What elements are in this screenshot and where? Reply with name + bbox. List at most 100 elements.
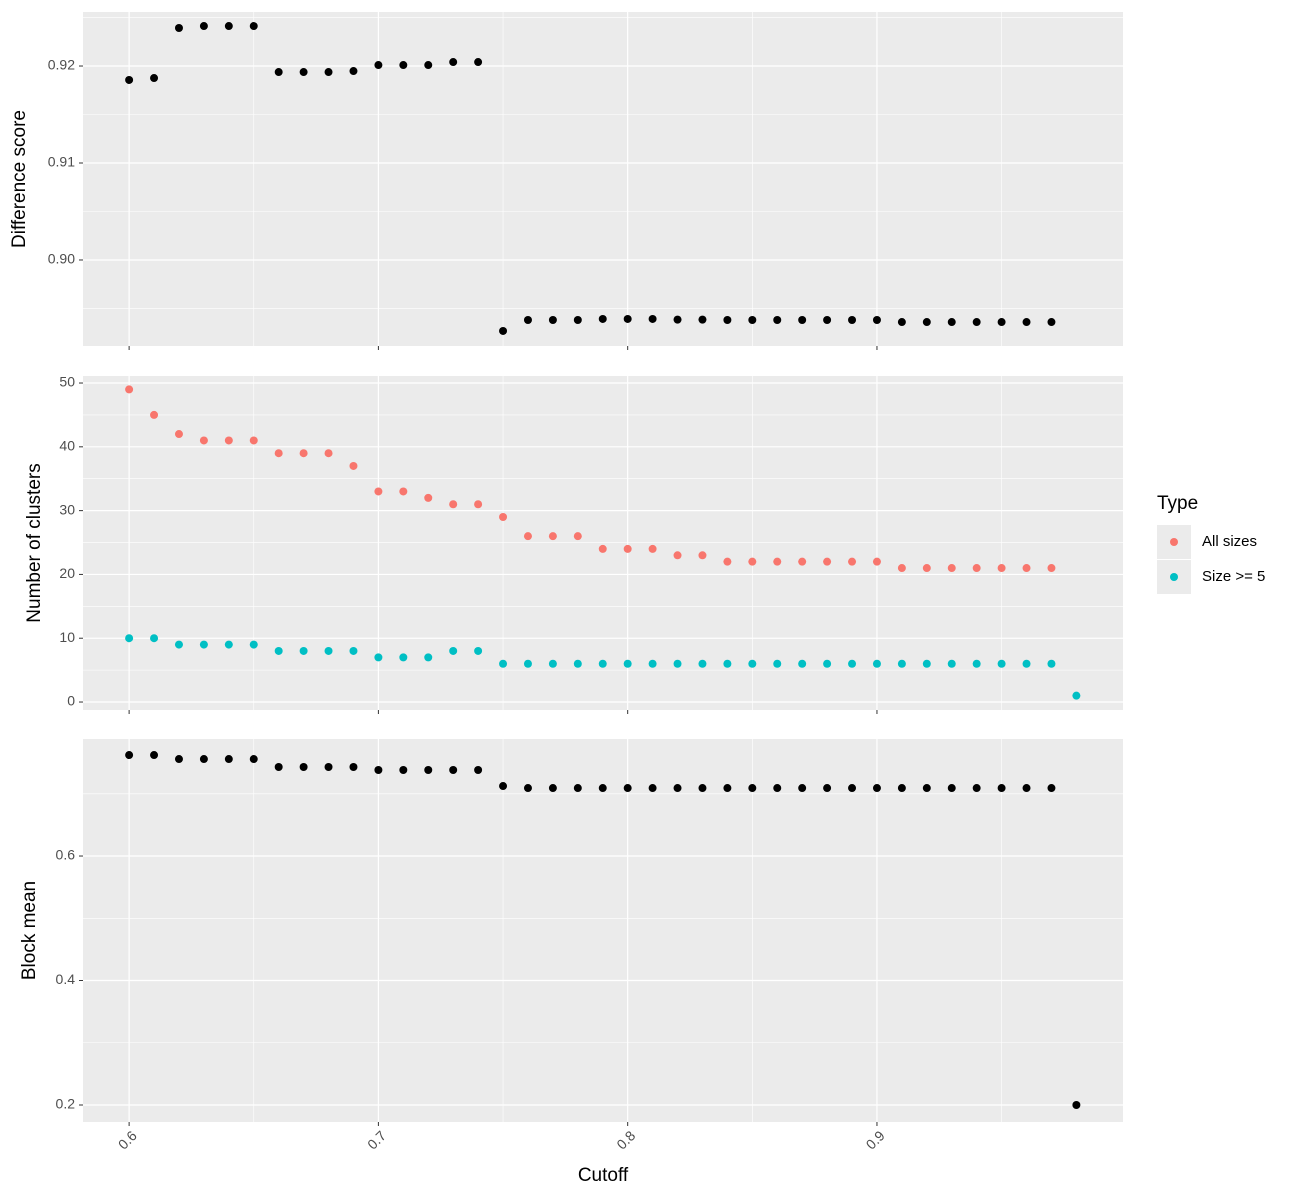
point xyxy=(523,532,532,541)
point xyxy=(523,659,532,668)
point xyxy=(449,500,458,509)
y-tick-label: 0.2 xyxy=(56,1096,76,1112)
point xyxy=(623,544,632,553)
point xyxy=(997,318,1006,327)
point xyxy=(598,544,607,553)
point xyxy=(474,646,483,655)
point xyxy=(199,436,208,445)
point xyxy=(449,765,458,774)
point xyxy=(748,659,757,668)
y-tick-label: 40 xyxy=(59,438,75,454)
point xyxy=(324,68,333,77)
point xyxy=(773,784,782,793)
point xyxy=(150,751,159,760)
x-tick-label: 0.8 xyxy=(613,1127,638,1152)
x-axis-title: Cutoff xyxy=(578,1165,629,1186)
point xyxy=(698,659,707,668)
point xyxy=(723,557,732,566)
point xyxy=(823,784,832,793)
point xyxy=(648,544,657,553)
point xyxy=(798,659,807,668)
point xyxy=(573,659,582,668)
point xyxy=(972,659,981,668)
point xyxy=(125,634,134,643)
point xyxy=(723,784,732,793)
point xyxy=(523,316,532,325)
point xyxy=(997,659,1006,668)
y-tick-label: 0.90 xyxy=(48,251,75,267)
panel-background xyxy=(83,376,1123,710)
point xyxy=(598,784,607,793)
point xyxy=(374,765,383,774)
point xyxy=(848,659,857,668)
point xyxy=(1047,564,1056,573)
point xyxy=(823,557,832,566)
y-tick-label: 50 xyxy=(59,374,75,390)
x-tick-label: 0.9 xyxy=(863,1127,888,1152)
point xyxy=(150,410,159,419)
point xyxy=(349,461,358,470)
point xyxy=(374,653,383,662)
point xyxy=(349,67,358,76)
point xyxy=(274,763,283,772)
point xyxy=(499,326,508,335)
point xyxy=(299,68,308,77)
point xyxy=(673,784,682,793)
point xyxy=(449,646,458,655)
point xyxy=(274,646,283,655)
point xyxy=(773,557,782,566)
point xyxy=(872,557,881,566)
point xyxy=(623,314,632,323)
point xyxy=(947,659,956,668)
y-tick-label: 0 xyxy=(67,693,75,709)
point xyxy=(947,564,956,573)
point xyxy=(872,316,881,325)
point xyxy=(723,659,732,668)
point xyxy=(424,493,433,502)
point xyxy=(174,24,183,33)
point xyxy=(174,640,183,649)
panel-background xyxy=(83,12,1123,346)
legend-label: Size >= 5 xyxy=(1202,568,1265,585)
point xyxy=(299,763,308,772)
point xyxy=(897,564,906,573)
point xyxy=(1022,318,1031,327)
point xyxy=(1072,1101,1081,1110)
point xyxy=(848,316,857,325)
point xyxy=(972,318,981,327)
point xyxy=(1022,564,1031,573)
point xyxy=(598,659,607,668)
point xyxy=(748,557,757,566)
point xyxy=(897,318,906,327)
point xyxy=(1047,318,1056,327)
point xyxy=(174,755,183,764)
point xyxy=(399,487,408,496)
point xyxy=(374,487,383,496)
point xyxy=(548,784,557,793)
point xyxy=(673,551,682,560)
y-tick-label: 0.92 xyxy=(48,57,75,73)
point xyxy=(224,640,233,649)
y-axis-title: Number of clusters xyxy=(24,463,45,622)
point xyxy=(274,68,283,77)
point xyxy=(848,557,857,566)
y-tick-label: 0.4 xyxy=(56,971,76,987)
point xyxy=(1022,784,1031,793)
x-tick-label: 0.6 xyxy=(115,1127,140,1152)
point xyxy=(1047,784,1056,793)
point xyxy=(798,316,807,325)
point xyxy=(349,646,358,655)
point xyxy=(573,532,582,541)
point xyxy=(224,22,233,31)
point xyxy=(623,784,632,793)
point xyxy=(648,659,657,668)
point xyxy=(474,58,483,67)
point xyxy=(723,316,732,325)
legend-title: Type xyxy=(1157,493,1198,514)
legend-marker xyxy=(1170,573,1178,581)
point xyxy=(548,659,557,668)
point xyxy=(548,316,557,325)
point xyxy=(598,314,607,323)
point xyxy=(474,765,483,774)
